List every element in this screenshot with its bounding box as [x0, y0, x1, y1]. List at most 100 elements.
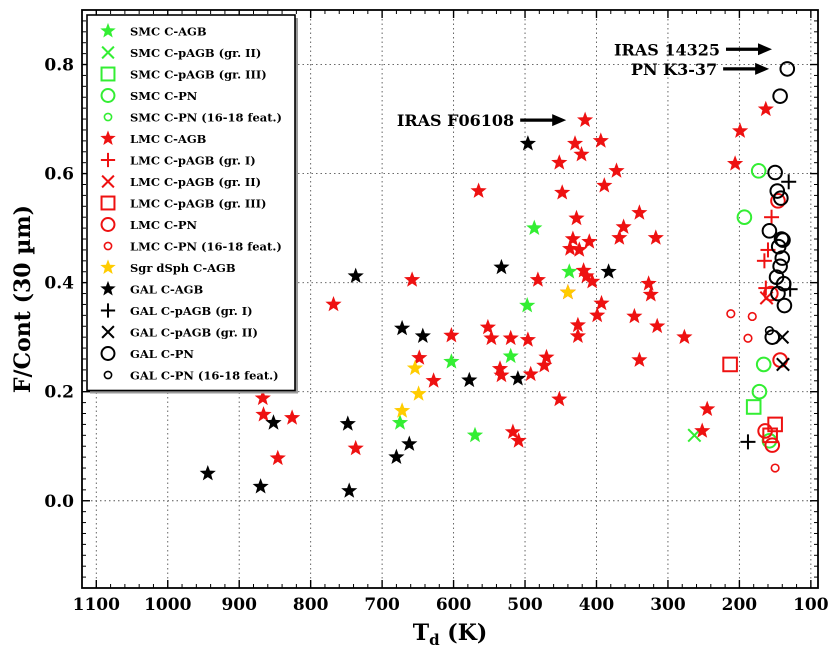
annotation: PN K3-37	[631, 60, 770, 79]
data-point	[649, 317, 666, 334]
data-point	[388, 448, 405, 464]
data-point	[466, 426, 484, 443]
legend-label: SMC C-PN (16-18 feat.)	[130, 111, 282, 125]
data-point	[509, 370, 526, 386]
data-point	[631, 204, 648, 220]
legend-label: GAL C-pAGB (gr. II)	[130, 326, 258, 340]
data-point	[699, 400, 716, 416]
data-point	[626, 307, 643, 324]
data-point	[743, 333, 753, 343]
data-point	[631, 351, 648, 367]
data-point	[569, 327, 586, 343]
data-point	[551, 390, 568, 407]
data-point	[569, 316, 586, 333]
plot-frame	[81, 9, 819, 589]
legend-label: GAL C-pAGB (gr. I)	[130, 304, 253, 318]
data-point	[502, 347, 519, 364]
series-8	[722, 356, 783, 444]
data-point	[592, 132, 609, 148]
legend-marker	[101, 174, 115, 189]
data-point	[529, 271, 546, 287]
data-point	[502, 329, 519, 346]
legend-label: LMC C-PN	[130, 218, 198, 232]
data-point	[755, 356, 772, 373]
x-tick-label: 600	[436, 595, 472, 615]
series-10	[726, 309, 780, 473]
legend-label: LMC C-pAGB (gr. III)	[130, 197, 266, 211]
data-point	[522, 365, 539, 382]
legend-entry: LMC C-pAGB (gr. II)	[101, 174, 261, 189]
legend-entry: GAL C-pAGB (gr. I)	[100, 303, 253, 318]
data-point	[763, 285, 779, 302]
y-axis-label: F/Cont (30 µm)	[10, 205, 36, 393]
legend-label: LMC C-PN (16-18 feat.)	[130, 240, 282, 254]
legend-entry: SMC C-pAGB (gr. III)	[100, 66, 267, 82]
legend-entry: LMC C-AGB	[100, 130, 207, 146]
legend-label: LMC C-pAGB (gr. II)	[130, 175, 261, 189]
data-point	[775, 232, 791, 248]
data-point	[722, 356, 738, 373]
legend-label: LMC C-AGB	[130, 132, 207, 146]
data-point	[750, 163, 767, 179]
data-point	[479, 318, 496, 335]
data-point	[443, 353, 460, 369]
x-tick-label: 200	[722, 595, 758, 615]
data-point	[406, 359, 424, 376]
data-point	[325, 296, 342, 312]
legend-label: GAL C-PN (16-18 feat.)	[130, 369, 279, 383]
legend-label: GAL C-AGB	[130, 283, 204, 297]
data-point	[776, 297, 793, 314]
data-point	[773, 190, 789, 206]
data-point	[578, 267, 595, 283]
data-point	[255, 406, 272, 422]
data-point	[493, 366, 510, 383]
data-point	[443, 327, 460, 343]
data-point	[562, 240, 579, 256]
data-point	[571, 241, 588, 257]
data-point	[676, 328, 693, 344]
data-point	[767, 164, 783, 181]
annotation: IRAS 14325	[614, 40, 772, 59]
data-point	[493, 258, 510, 275]
annotation-label: IRAS 14325	[614, 40, 720, 59]
legend-marker	[100, 259, 116, 274]
x-tick-label: 700	[364, 595, 400, 615]
data-point	[411, 349, 428, 365]
data-point	[252, 478, 269, 494]
data-point	[764, 209, 780, 225]
series-5	[254, 100, 774, 466]
data-point	[581, 233, 598, 249]
data-point	[391, 414, 409, 430]
legend-label: SMC C-pAGB (gr. II)	[130, 46, 261, 60]
data-point	[567, 135, 584, 151]
data-point	[764, 437, 781, 453]
annotation-label: IRAS F06108	[397, 111, 514, 130]
x-tick-label: 800	[293, 595, 329, 615]
legend-marker	[100, 22, 116, 38]
x-axis-label: Td (K)	[413, 620, 487, 649]
x-tick-label: 900	[221, 595, 257, 615]
data-point	[254, 389, 271, 406]
legend-entry: GAL C-PN (16-18 feat.)	[103, 369, 279, 383]
data-point	[394, 402, 411, 418]
annotation-arrow-head	[552, 114, 567, 127]
data-point	[764, 326, 775, 336]
legend: SMC C-AGB SMC C-pAGB (gr. II) SMC C-pAGB (…	[86, 14, 298, 394]
legend-entry: LMC C-pAGB (gr. III)	[100, 195, 266, 211]
data-point	[491, 360, 509, 376]
data-point	[584, 273, 601, 289]
data-point	[589, 306, 606, 323]
data-point	[600, 263, 617, 279]
data-point	[736, 209, 753, 226]
legend-marker	[100, 303, 116, 318]
legend-entry: LMC C-pAGB (gr. I)	[100, 152, 256, 168]
legend-entry: GAL C-AGB	[100, 280, 204, 297]
data-point	[776, 357, 790, 372]
y-tick-label: 0.2	[44, 383, 74, 403]
data-point	[727, 155, 744, 171]
x-tick-label: 500	[507, 595, 543, 615]
x-tick-label: 100	[793, 595, 829, 615]
data-point	[269, 449, 286, 466]
data-point	[461, 371, 478, 388]
